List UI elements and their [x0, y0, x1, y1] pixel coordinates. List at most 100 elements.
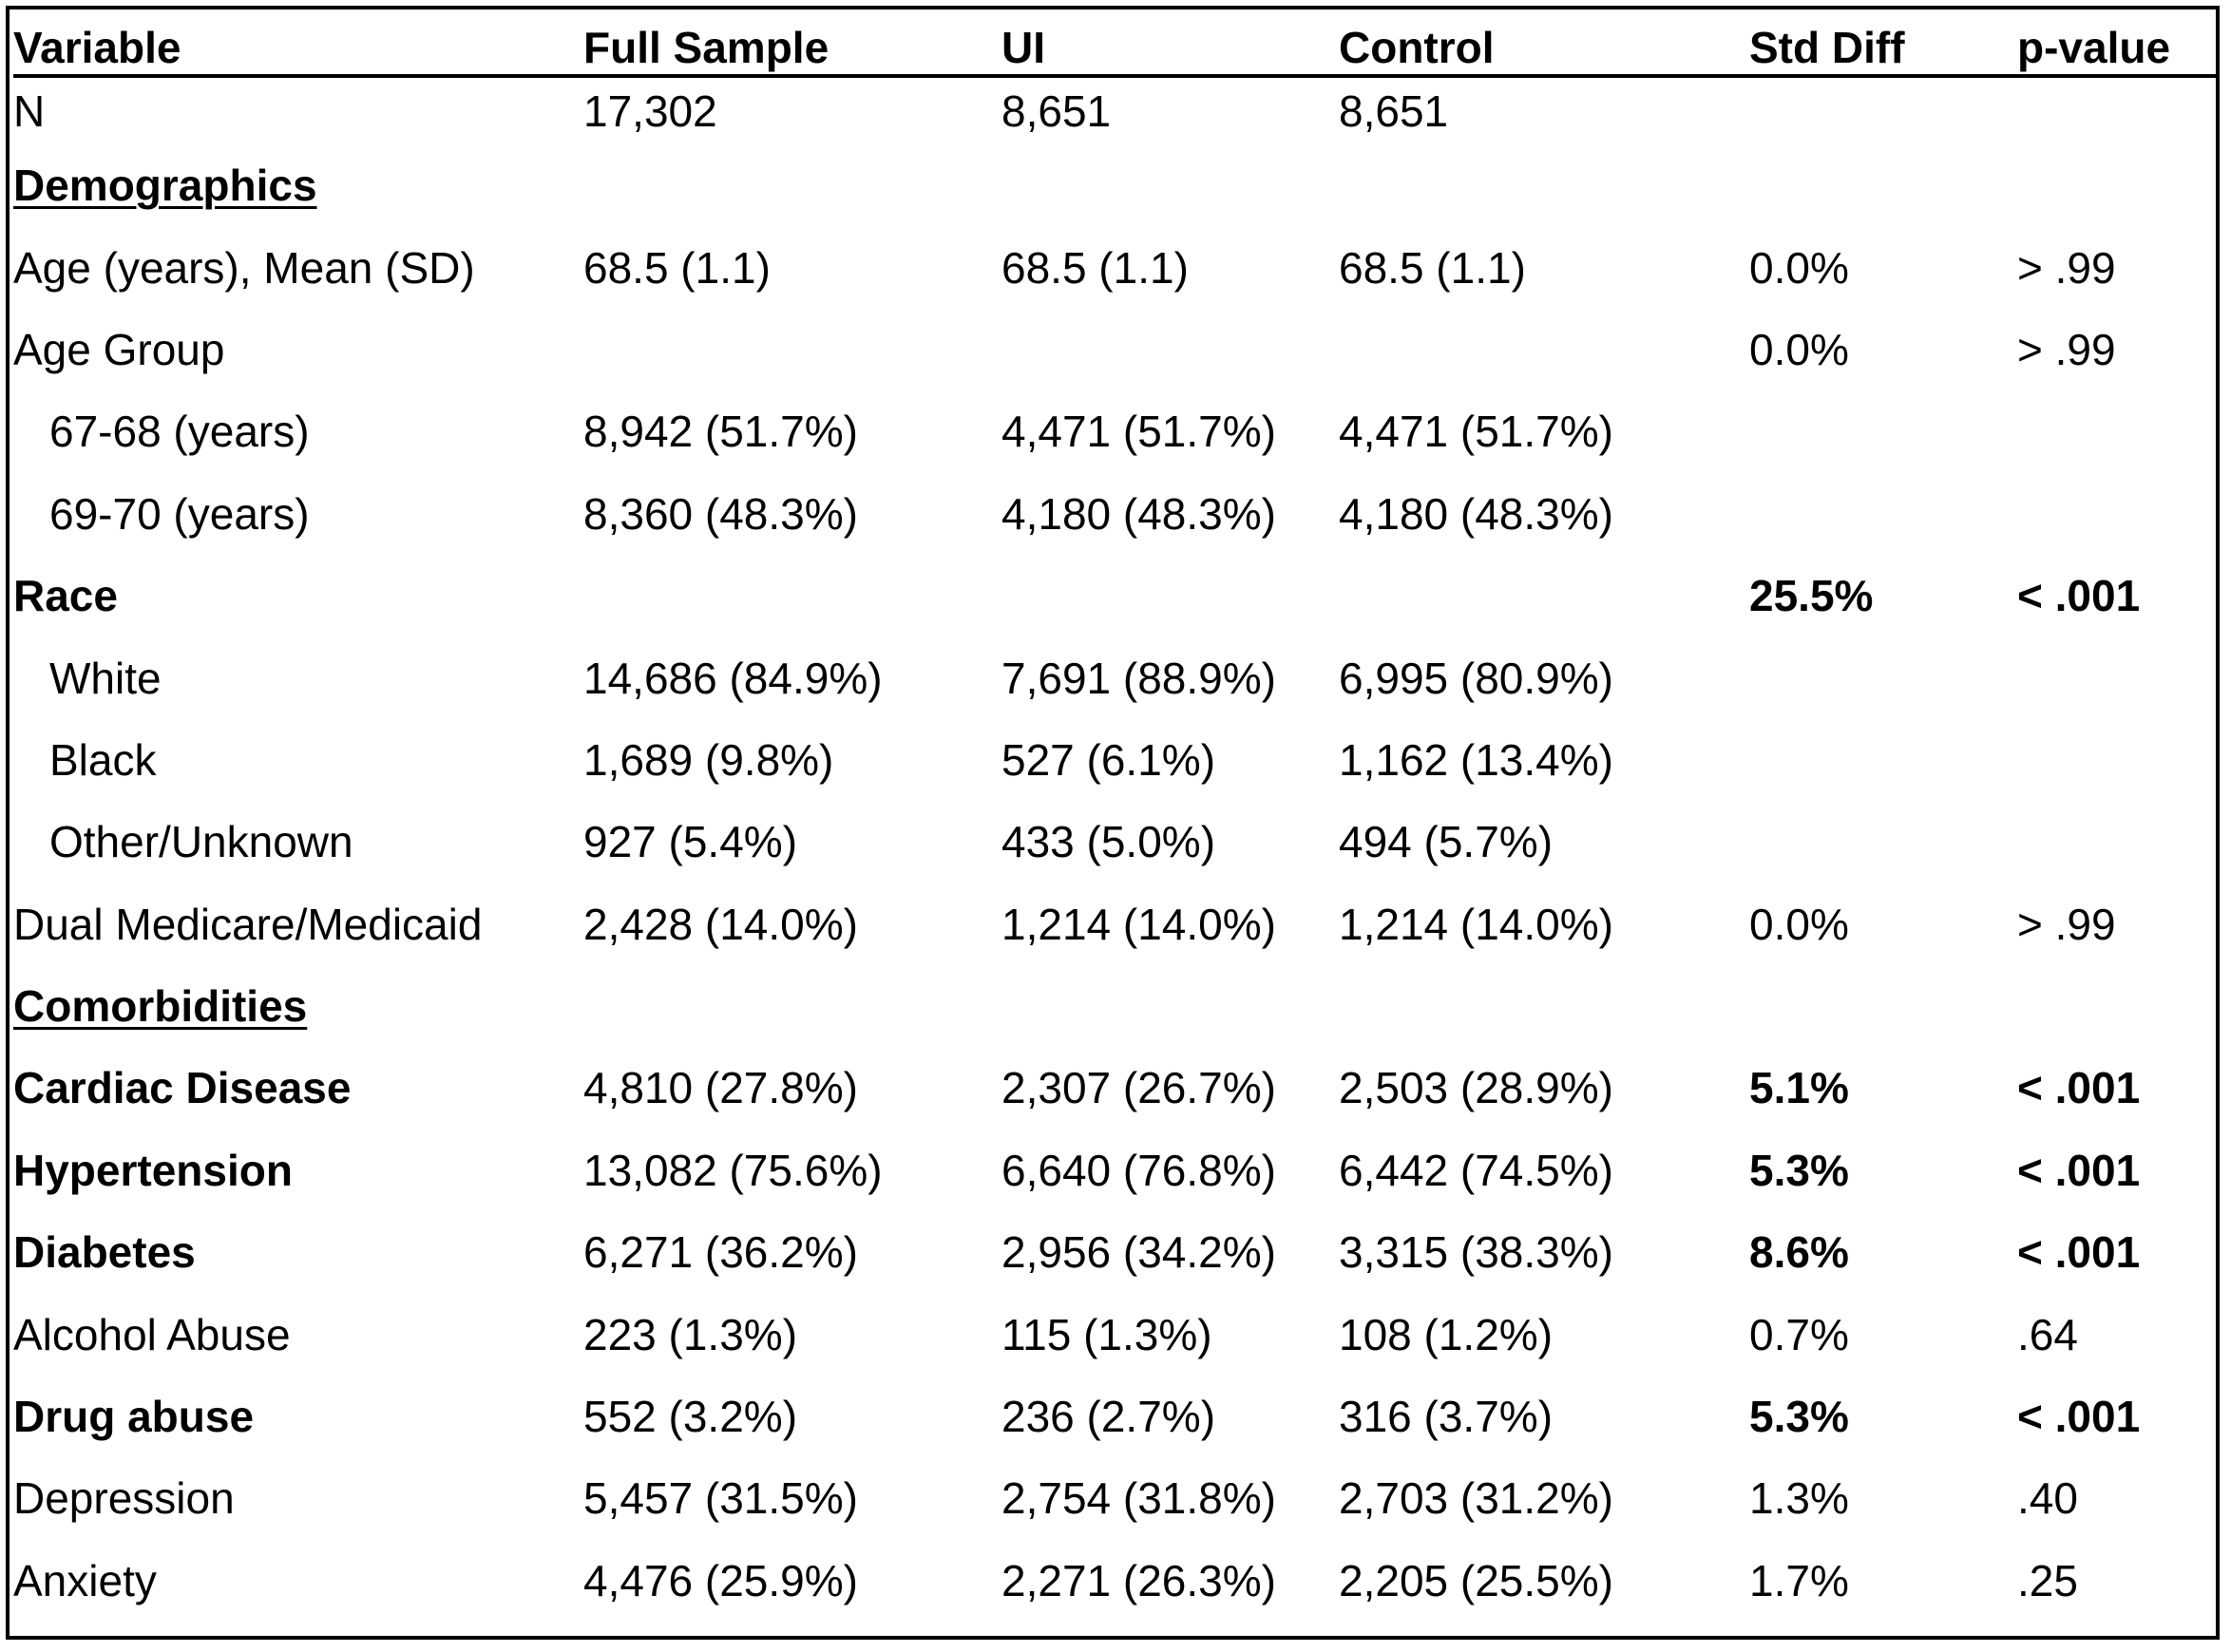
cell-p-value: < .001	[2017, 1227, 2141, 1278]
cell-control: 1,214 (14.0%)	[1339, 899, 1613, 949]
row-label: Age Group	[13, 324, 225, 374]
cell-p-value: < .001	[2017, 1145, 2141, 1195]
cell-std-diff: 0.7%	[1749, 1309, 1849, 1359]
cell-full-sample: 14,686 (84.9%)	[583, 653, 883, 703]
cell-p-value	[2017, 76, 2218, 144]
cell-control: 2,503 (28.9%)	[1339, 1063, 1613, 1113]
cell-std-diff	[1749, 473, 2017, 555]
cell-std-diff: 0.0%	[1749, 242, 1849, 293]
row-label: Hypertension	[13, 1145, 293, 1195]
table-row-dual-medicare-medicaid: Dual Medicare/Medicaid 2,428 (14.0%) 1,2…	[13, 883, 2218, 965]
cell-std-diff	[1749, 76, 2017, 144]
column-header-ui: UI	[1001, 23, 1045, 72]
table-row-age-group: Age Group 0.0% > .99	[13, 309, 2218, 390]
cell-full-sample: 4,476 (25.9%)	[583, 1555, 858, 1605]
cell-std-diff: 0.0%	[1749, 324, 1849, 374]
cell-full-sample: 2,428 (14.0%)	[583, 899, 858, 949]
cell-full-sample	[583, 555, 1001, 636]
cell-p-value: < .001	[2017, 571, 2141, 621]
cell-full-sample: 8,942 (51.7%)	[583, 407, 858, 457]
table-row-anxiety: Anxiety 4,476 (25.9%) 2,271 (26.3%) 2,20…	[13, 1540, 2218, 1622]
section-heading-demographics: Demographics	[13, 161, 317, 211]
section-row-comorbidities: Comorbidities	[13, 965, 2218, 1047]
row-label: Drug abuse	[13, 1392, 255, 1442]
cell-control: 1,162 (13.4%)	[1339, 734, 1613, 785]
cell-control: 4,471 (51.7%)	[1339, 407, 1613, 457]
cell-p-value: .64	[2017, 1309, 2078, 1359]
cell-full-sample: 8,360 (48.3%)	[583, 488, 858, 539]
cell-p-value: > .99	[2017, 899, 2116, 949]
cell-p-value	[2017, 801, 2218, 883]
cell-ui: 4,180 (48.3%)	[1001, 488, 1276, 539]
cell-control: 8,651	[1339, 86, 1449, 136]
cell-full-sample: 1,689 (9.8%)	[583, 734, 834, 785]
cell-control: 68.5 (1.1)	[1339, 242, 1526, 293]
cell-full-sample: 552 (3.2%)	[583, 1392, 798, 1442]
baseline-characteristics-table-frame: Variable Full Sample UI Control Std Diff…	[6, 6, 2220, 1640]
row-label: White	[49, 653, 162, 703]
cell-std-diff: 5.1%	[1749, 1063, 1849, 1113]
row-label: Diabetes	[13, 1227, 196, 1278]
cell-ui: 4,471 (51.7%)	[1001, 407, 1276, 457]
cell-p-value: .40	[2017, 1473, 2078, 1524]
row-label: Race	[13, 571, 118, 621]
cell-control: 108 (1.2%)	[1339, 1309, 1554, 1359]
cell-p-value	[2017, 390, 2218, 472]
row-label: 67-68 (years)	[49, 407, 310, 457]
row-label: Other/Unknown	[49, 817, 353, 867]
table-row-hypertension: Hypertension 13,082 (75.6%) 6,640 (76.8%…	[13, 1130, 2218, 1211]
cell-std-diff: 25.5%	[1749, 571, 1874, 621]
cell-std-diff	[1749, 636, 2017, 718]
row-label: Anxiety	[13, 1555, 157, 1605]
cell-ui: 8,651	[1001, 86, 1112, 136]
table-row-age-mean: Age (years), Mean (SD) 68.5 (1.1) 68.5 (…	[13, 226, 2218, 308]
cell-control: 6,995 (80.9%)	[1339, 653, 1613, 703]
section-heading-comorbidities: Comorbidities	[13, 981, 308, 1032]
cell-full-sample: 4,810 (27.8%)	[583, 1063, 858, 1113]
column-header-p-value: p-value	[2017, 23, 2171, 72]
cell-ui: 527 (6.1%)	[1001, 734, 1216, 785]
cell-ui	[1001, 555, 1339, 636]
cell-ui: 2,754 (31.8%)	[1001, 1473, 1276, 1524]
row-label: Alcohol Abuse	[13, 1309, 291, 1359]
table-row-other-unknown: Other/Unknown 927 (5.4%) 433 (5.0%) 494 …	[13, 801, 2218, 883]
cell-full-sample: 927 (5.4%)	[583, 817, 798, 867]
cell-ui: 2,956 (34.2%)	[1001, 1227, 1276, 1278]
cell-ui: 433 (5.0%)	[1001, 817, 1216, 867]
cell-ui: 6,640 (76.8%)	[1001, 1145, 1276, 1195]
cell-p-value: < .001	[2017, 1392, 2141, 1442]
table-row-age-69-70: 69-70 (years) 8,360 (48.3%) 4,180 (48.3%…	[13, 473, 2218, 555]
row-label: Cardiac Disease	[13, 1063, 352, 1113]
cell-ui: 68.5 (1.1)	[1001, 242, 1189, 293]
cell-p-value: < .001	[2017, 1063, 2141, 1113]
column-header-variable: Variable	[13, 23, 181, 72]
table-row-black: Black 1,689 (9.8%) 527 (6.1%) 1,162 (13.…	[13, 719, 2218, 801]
cell-control: 3,315 (38.3%)	[1339, 1227, 1613, 1278]
table-row-white: White 14,686 (84.9%) 7,691 (88.9%) 6,995…	[13, 636, 2218, 718]
cell-std-diff: 0.0%	[1749, 899, 1849, 949]
row-label: Black	[49, 734, 157, 785]
cell-std-diff	[1749, 801, 2017, 883]
table-row-cardiac-disease: Cardiac Disease 4,810 (27.8%) 2,307 (26.…	[13, 1047, 2218, 1129]
cell-p-value	[2017, 636, 2218, 718]
cell-control: 6,442 (74.5%)	[1339, 1145, 1613, 1195]
cell-ui	[1001, 309, 1339, 390]
cell-std-diff	[1749, 390, 2017, 472]
cell-control: 2,205 (25.5%)	[1339, 1555, 1613, 1605]
table-row-n: N 17,302 8,651 8,651	[13, 76, 2218, 144]
cell-control: 2,703 (31.2%)	[1339, 1473, 1613, 1524]
cell-control: 494 (5.7%)	[1339, 817, 1554, 867]
column-header-full-sample: Full Sample	[583, 23, 829, 72]
cell-control	[1339, 309, 1749, 390]
cell-control: 316 (3.7%)	[1339, 1392, 1554, 1442]
row-label: Depression	[13, 1473, 235, 1524]
row-label: N	[13, 86, 46, 136]
cell-ui: 2,271 (26.3%)	[1001, 1555, 1276, 1605]
table-header-row: Variable Full Sample UI Control Std Diff…	[13, 9, 2218, 76]
table-row-age-67-68: 67-68 (years) 8,942 (51.7%) 4,471 (51.7%…	[13, 390, 2218, 472]
cell-full-sample: 17,302	[583, 86, 717, 136]
cell-ui: 236 (2.7%)	[1001, 1392, 1216, 1442]
row-label: Dual Medicare/Medicaid	[13, 899, 483, 949]
table-row-depression: Depression 5,457 (31.5%) 2,754 (31.8%) 2…	[13, 1457, 2218, 1539]
cell-std-diff	[1749, 719, 2017, 801]
